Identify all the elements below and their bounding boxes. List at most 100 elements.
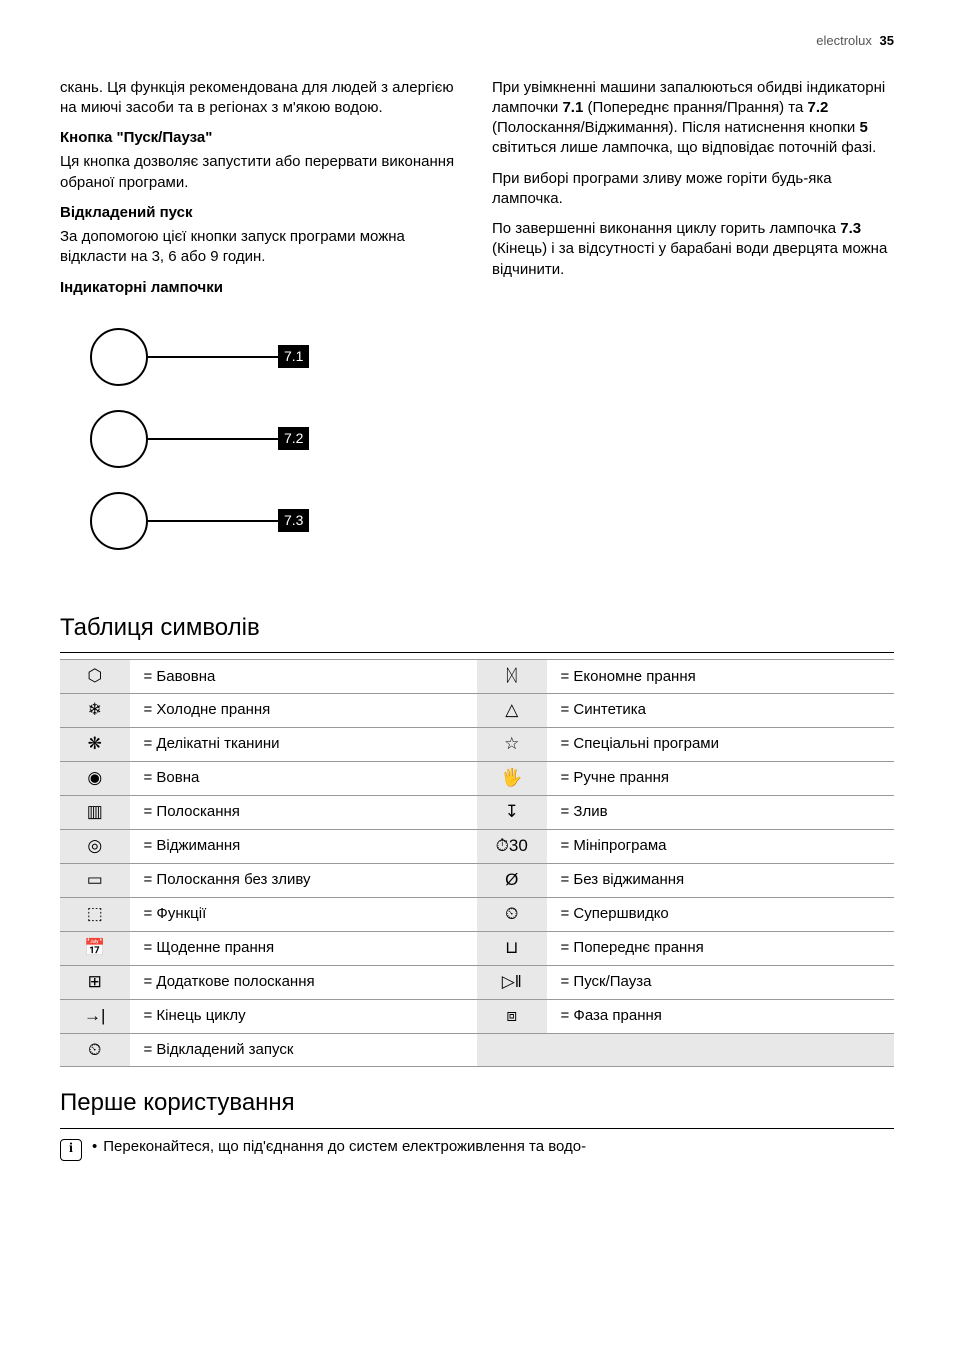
page-number: 35 bbox=[880, 33, 894, 48]
symbol-text-right: = Економне прання bbox=[547, 660, 895, 694]
rp3a: По завершенні виконання циклу горить лам… bbox=[492, 220, 840, 237]
symbol-text-right: = Фаза прання bbox=[547, 999, 895, 1033]
symbol-icon-left: ❋ bbox=[60, 728, 130, 762]
indicators-heading: Індикаторні лампочки bbox=[60, 278, 462, 298]
symbol-icon-left: ⬚ bbox=[60, 897, 130, 931]
rp1-ref2: 7.2 bbox=[808, 99, 829, 116]
symbol-text-left: = Бавовна bbox=[130, 660, 478, 694]
indicator-row-2: 7.2 bbox=[60, 398, 462, 480]
left-column: скань. Ця функція рекомендована для люде… bbox=[60, 78, 462, 592]
symbol-icon-right: 🖐 bbox=[477, 762, 547, 796]
symbol-icon-left: ⏲ bbox=[60, 1033, 130, 1067]
symbol-icon-right: Ø bbox=[477, 863, 547, 897]
symbol-text-left: = Відкладений запуск bbox=[130, 1033, 478, 1067]
right-p3: По завершенні виконання циклу горить лам… bbox=[492, 219, 894, 280]
symbol-icon-left: ❄ bbox=[60, 694, 130, 728]
symbol-text-left: = Щоденне прання bbox=[130, 931, 478, 965]
first-use-title: Перше користування bbox=[60, 1087, 894, 1119]
symbol-text-left: = Полоскання без зливу bbox=[130, 863, 478, 897]
symbol-icon-right: ⏲ bbox=[477, 897, 547, 931]
lead-line-3 bbox=[148, 520, 278, 522]
symbol-icon-right: ⊔ bbox=[477, 931, 547, 965]
start-pause-body: Ця кнопка дозволяє запустити або перерва… bbox=[60, 152, 462, 193]
symbol-text-right: = Синтетика bbox=[547, 694, 895, 728]
symbol-row: ⊞= Додаткове полоскання▷‖= Пуск/Пауза bbox=[60, 965, 894, 999]
start-pause-heading: Кнопка "Пуск/Пауза" bbox=[60, 128, 462, 148]
brand-text: electrolux bbox=[816, 33, 872, 48]
rp3-ref: 7.3 bbox=[840, 220, 861, 237]
symbol-row: 📅= Щоденне прання⊔= Попереднє прання bbox=[60, 931, 894, 965]
symbol-text-left: = Делікатні тканини bbox=[130, 728, 478, 762]
symbol-text-right: = Спеціальні програми bbox=[547, 728, 895, 762]
symbol-row: ◎= Віджимання⏱30= Мініпрограма bbox=[60, 829, 894, 863]
right-p1: При увімкненні машини запалюються обидві… bbox=[492, 78, 894, 159]
symbol-row: →|= Кінець циклу⧈= Фаза прання bbox=[60, 999, 894, 1033]
symbol-icon-left: ▭ bbox=[60, 863, 130, 897]
indicator-circle-3 bbox=[90, 492, 148, 550]
indicator-label-3: 7.3 bbox=[278, 509, 309, 532]
symbol-text-left: = Функції bbox=[130, 897, 478, 931]
symbol-icon-left: ⬡ bbox=[60, 660, 130, 694]
symbol-icon-left: ▥ bbox=[60, 795, 130, 829]
symbol-text-right: = Попереднє прання bbox=[547, 931, 895, 965]
symbol-row: ⬡= Бавовнаᛞ= Економне прання bbox=[60, 660, 894, 694]
first-use-text: Переконайтеся, що під'єднання до систем … bbox=[103, 1137, 586, 1157]
symbol-text-right: = Мініпрограма bbox=[547, 829, 895, 863]
symbol-icon-left: ◎ bbox=[60, 829, 130, 863]
symbol-text-right: = Ручне прання bbox=[547, 762, 895, 796]
lead-line-2 bbox=[148, 438, 278, 440]
indicator-label-1: 7.1 bbox=[278, 345, 309, 368]
symbol-text-right: = Пуск/Пауза bbox=[547, 965, 895, 999]
page-header: electrolux 35 bbox=[60, 32, 894, 50]
delay-heading: Відкладений пуск bbox=[60, 203, 462, 223]
first-use-bullet-row: • Переконайтеся, що під'єднання до систе… bbox=[92, 1137, 586, 1157]
symbol-text-left: = Додаткове полоскання bbox=[130, 965, 478, 999]
symbol-text-right: = Супершвидко bbox=[547, 897, 895, 931]
indicator-label-2: 7.2 bbox=[278, 427, 309, 450]
symbol-text-left: = Віджимання bbox=[130, 829, 478, 863]
symbol-icon-right: ▷‖ bbox=[477, 965, 547, 999]
symbol-text-right: = Злив bbox=[547, 795, 895, 829]
symbol-icon-right: △ bbox=[477, 694, 547, 728]
first-use-block: i • Переконайтеся, що під'єднання до сис… bbox=[60, 1137, 894, 1161]
symbol-text-left: = Холодне прання bbox=[130, 694, 478, 728]
symbol-icon-left: 📅 bbox=[60, 931, 130, 965]
indicator-diagram: 7.1 7.2 7.3 bbox=[60, 316, 462, 562]
symbol-icon-right: ⏱30 bbox=[477, 829, 547, 863]
symbol-row: ◉= Вовна🖐= Ручне прання bbox=[60, 762, 894, 796]
symbols-rule bbox=[60, 652, 894, 653]
indicator-row-1: 7.1 bbox=[60, 316, 462, 398]
symbol-icon-right: ᛞ bbox=[477, 660, 547, 694]
symbol-icon-right bbox=[477, 1033, 547, 1067]
symbol-text-right: = Без віджимання bbox=[547, 863, 895, 897]
bullet-dot: • bbox=[92, 1137, 97, 1157]
indicator-circle-2 bbox=[90, 410, 148, 468]
symbol-row: ❄= Холодне прання△= Синтетика bbox=[60, 694, 894, 728]
symbol-icon-left: ◉ bbox=[60, 762, 130, 796]
intro-continuation: скань. Ця функція рекомендована для люде… bbox=[60, 78, 462, 119]
rp1-ref1: 7.1 bbox=[562, 99, 583, 116]
indicator-circle-1 bbox=[90, 328, 148, 386]
two-column-layout: скань. Ця функція рекомендована для люде… bbox=[60, 78, 894, 592]
symbol-text-left: = Вовна bbox=[130, 762, 478, 796]
rp3b: (Кінець) і за відсутності у барабані вод… bbox=[492, 240, 887, 277]
indicator-row-3: 7.3 bbox=[60, 480, 462, 562]
info-icon: i bbox=[60, 1139, 82, 1161]
symbol-row: ▭= Полоскання без зливуØ= Без віджимання bbox=[60, 863, 894, 897]
rp1b: (Попереднє прання/Прання) та bbox=[583, 99, 807, 116]
symbol-row: ▥= Полоскання↧= Злив bbox=[60, 795, 894, 829]
first-use-rule bbox=[60, 1128, 894, 1129]
right-column: При увімкненні машини запалюються обидві… bbox=[492, 78, 894, 592]
delay-body: За допомогою цієї кнопки запуск програми… bbox=[60, 227, 462, 268]
symbol-icon-left: →| bbox=[60, 999, 130, 1033]
symbol-row: ⬚= Функції⏲= Супершвидко bbox=[60, 897, 894, 931]
symbol-row: ⏲= Відкладений запуск bbox=[60, 1033, 894, 1067]
rp1-ref3: 5 bbox=[859, 119, 867, 136]
symbol-icon-right: ↧ bbox=[477, 795, 547, 829]
symbol-row: ❋= Делікатні тканини☆= Спеціальні програ… bbox=[60, 728, 894, 762]
symbol-icon-left: ⊞ bbox=[60, 965, 130, 999]
rp1c: (Полоскання/Віджимання). Після натисненн… bbox=[492, 119, 859, 136]
symbol-icon-right: ☆ bbox=[477, 728, 547, 762]
symbol-text-left: = Полоскання bbox=[130, 795, 478, 829]
rp1d: світиться лише лампочка, що відповідає п… bbox=[492, 139, 876, 156]
